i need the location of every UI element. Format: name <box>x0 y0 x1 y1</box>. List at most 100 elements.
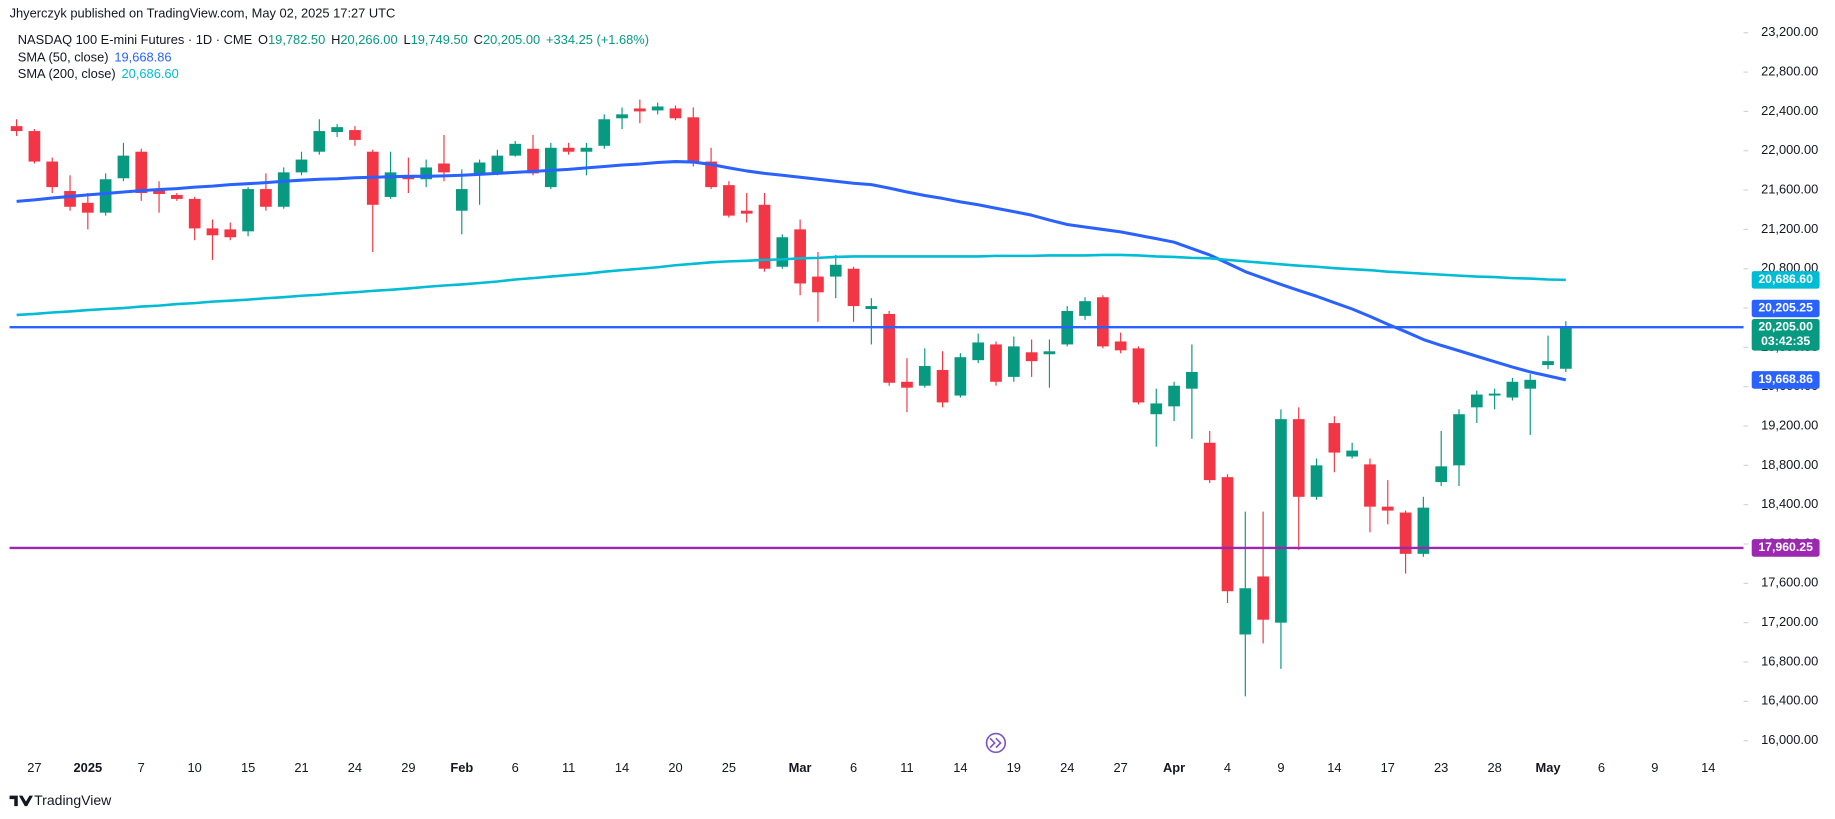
ohlc-key: C <box>474 32 483 47</box>
lines-layer <box>9 160 1744 550</box>
candle-body <box>117 155 130 179</box>
candle-body <box>865 306 878 310</box>
x-tick-label: 11 <box>900 760 913 775</box>
x-tick-label: 14 <box>953 760 967 775</box>
sma-label-box <box>1751 271 1820 289</box>
change-label: +334.25 (+1.68%) <box>546 32 649 47</box>
y-tick-label: 18,400.00 <box>1761 496 1818 511</box>
x-tick-label: 14 <box>1327 760 1341 775</box>
candle-body <box>1470 394 1483 408</box>
x-tick-label: 9 <box>1277 760 1284 775</box>
x-tick-label: Mar <box>789 760 812 775</box>
candle-body <box>829 264 842 277</box>
logo-mark <box>9 795 33 807</box>
countdown-label: 03:42:35 <box>1761 334 1810 348</box>
ohlc-value: 19,749.50 <box>411 32 468 47</box>
candle-body <box>1239 588 1252 635</box>
x-tick-label: 6 <box>512 760 519 775</box>
footer-brand: TradingView <box>34 792 112 808</box>
candle-body <box>634 108 646 112</box>
candle-body <box>1328 423 1341 453</box>
replay-circle[interactable] <box>985 732 1007 754</box>
candle-body <box>794 229 806 284</box>
candle-body <box>1043 351 1056 355</box>
y-tick-label: 16,800.00 <box>1761 653 1818 668</box>
candle-body <box>723 185 735 216</box>
candle-body <box>1097 297 1109 347</box>
footer-logo <box>9 795 33 807</box>
published-note: Jhyerczyk published on TradingView.com, … <box>10 5 396 20</box>
candle-body <box>758 204 771 269</box>
y-tick-label: 22,400.00 <box>1761 103 1818 118</box>
candle-body <box>1435 466 1448 483</box>
sma-legend-name: SMA (200, close) <box>18 66 116 81</box>
candle-body <box>1186 371 1198 389</box>
x-tick-label: 24 <box>1060 760 1074 775</box>
x-tick-label: 4 <box>1224 760 1231 775</box>
x-tick-label: 6 <box>1598 760 1605 775</box>
ohlc-key: L <box>403 32 410 47</box>
x-tick-label: Feb <box>450 760 473 775</box>
candle-body <box>10 126 23 132</box>
candle-body <box>188 198 201 229</box>
last-price-box <box>1751 319 1820 351</box>
symbol-title: NASDAQ 100 E-mini Futures · 1D · CME <box>18 32 253 47</box>
x-tick-label: 11 <box>562 760 575 775</box>
candle-body <box>224 229 237 238</box>
sma-line <box>16 253 1566 317</box>
x-tick-label: Apr <box>1163 760 1185 775</box>
candle-body <box>206 228 219 236</box>
candle-body <box>1168 385 1180 407</box>
candle-body <box>972 342 985 361</box>
price-label-box <box>1751 539 1820 557</box>
candle-body <box>277 172 290 207</box>
price-label-box <box>1751 299 1820 318</box>
candle-body <box>580 147 593 152</box>
candle-body <box>295 159 308 173</box>
sma-label: 20,686.60 <box>1758 272 1813 286</box>
last-price-label: 20,205.00 <box>1758 319 1813 333</box>
x-tick-label: 29 <box>401 760 415 775</box>
x-tick-label: 7 <box>138 760 145 775</box>
candle-body <box>313 131 326 152</box>
ohlc-value: 19,782.50 <box>268 32 325 47</box>
candle-body <box>918 366 931 386</box>
candle-body <box>99 179 112 213</box>
x-tick-label: May <box>1536 760 1562 775</box>
candle-body <box>1346 450 1359 457</box>
sma-legend-value: 20,686.60 <box>122 66 179 81</box>
candle-body <box>883 313 896 383</box>
replay-arrows <box>989 737 1002 749</box>
candle-body <box>1559 327 1572 369</box>
price-label: 20,205.25 <box>1758 301 1813 315</box>
replay-icon[interactable] <box>985 732 1007 754</box>
candle-body <box>1364 464 1376 507</box>
y-tick-label: 22,000.00 <box>1761 142 1818 157</box>
candle-body <box>687 117 700 164</box>
candle-body <box>171 194 183 199</box>
candle-body <box>1025 352 1038 362</box>
candle-body <box>455 189 468 211</box>
x-tick-label: 15 <box>241 760 255 775</box>
candle-body <box>901 381 913 388</box>
candle-body <box>1542 361 1554 366</box>
x-tick-label: 20 <box>668 760 682 775</box>
sma-label-box <box>1751 371 1820 389</box>
candle-body <box>1488 393 1501 396</box>
candle-body <box>651 106 664 111</box>
x-tick-label: 19 <box>1007 760 1021 775</box>
candle-body <box>135 151 148 194</box>
candle-body <box>562 147 575 152</box>
y-tick-label: 16,000.00 <box>1761 732 1818 747</box>
y-tick-label: 21,600.00 <box>1761 181 1818 196</box>
candle-body <box>1310 465 1323 497</box>
candle-body <box>1257 576 1269 620</box>
y-tick-label: 22,800.00 <box>1761 63 1818 78</box>
candle-body <box>1007 346 1020 377</box>
candle-body <box>1203 442 1216 481</box>
candle-body <box>812 276 824 293</box>
candle-body <box>954 357 967 396</box>
sma-line <box>16 160 1567 382</box>
